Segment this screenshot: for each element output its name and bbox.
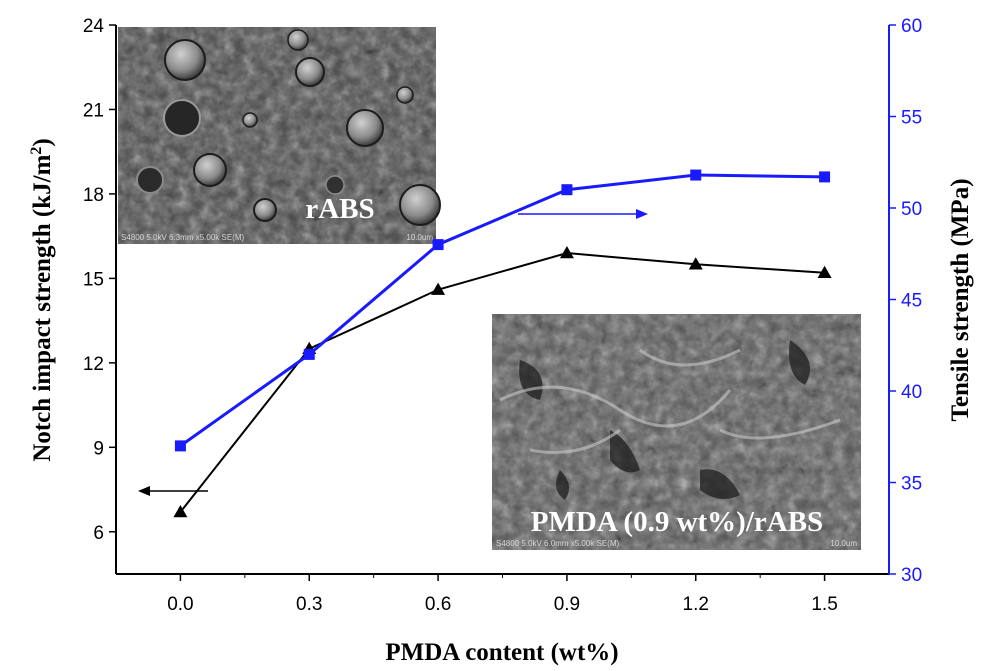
data-point-triangle [559, 246, 574, 259]
y-right-ticks: 30 35 40 45 50 55 60 [889, 16, 922, 586]
inset-scale-text-pmda-rabs: S4800 5.0kV 6.0mm x5.00k SE(M) [496, 539, 620, 548]
y-left-axis-title-close: ) [29, 138, 56, 146]
series-line-left [179, 252, 825, 513]
data-point-triangle [688, 257, 703, 270]
x-tick-label: 0.9 [554, 594, 580, 615]
data-point-square [303, 348, 315, 360]
data-point-triangle [173, 505, 188, 518]
sem-ridges [499, 348, 841, 454]
inset-scale-bar-rabs: 10.0um [406, 233, 433, 242]
inset-caption-rabs: rABS [305, 193, 374, 225]
y-right-tick-label: 55 [901, 108, 922, 129]
y-left-axis-title-superscript: 2 [28, 147, 45, 155]
y-left-tick-label: 15 [83, 269, 104, 290]
y-right-tick-label: 40 [901, 382, 922, 403]
y-left-axis-title: Notch impact strength (kJ/m2) [28, 138, 56, 461]
data-point-triangle [817, 265, 832, 279]
x-tick-label: 1.2 [683, 594, 709, 615]
sem-particles [136, 29, 441, 226]
y-left-tick-label: 18 [83, 185, 104, 206]
sem-fracture-features [519, 340, 810, 500]
data-point-square [432, 239, 444, 251]
inset-caption-pmda-rabs: PMDA (0.9 wt%)/rABS [531, 506, 823, 538]
y-left-tick-label: 12 [83, 354, 104, 375]
y-right-tick-label: 60 [901, 16, 922, 37]
y-right-tick-label: 50 [901, 199, 922, 220]
x-ticks: 0.0 0.3 0.6 0.9 1.2 1.5 [167, 574, 838, 615]
y-left-axis-title-text: Notch impact strength (kJ/m [29, 154, 56, 461]
right-axis-indicator-arrow [518, 209, 648, 219]
y-right-tick-label: 45 [901, 291, 922, 312]
data-point-triangle [431, 282, 446, 295]
sem-inset-rabs: rABS S4800 5.0kV 6.3mm x5.00k SE(M) 10.0… [118, 27, 441, 244]
data-point-square [561, 184, 573, 196]
data-point-square [690, 169, 702, 181]
y-left-tick-label: 24 [83, 16, 105, 37]
x-tick-label: 1.5 [811, 594, 837, 615]
y-left-tick-label: 9 [93, 438, 104, 459]
inset-scale-text-rabs: S4800 5.0kV 6.3mm x5.00k SE(M) [121, 233, 245, 242]
y-right-tick-label: 30 [901, 565, 922, 586]
y-right-axis-title: Tensile strength (MPa) [947, 178, 974, 421]
data-point-square [174, 440, 186, 452]
inset-scale-bar-pmda-rabs: 10.0um [830, 539, 857, 548]
x-tick-label: 0.0 [167, 594, 193, 615]
series-layer [173, 169, 832, 518]
y-left-tick-label: 21 [83, 100, 104, 121]
series-line-right [179, 173, 825, 448]
y-right-tick-label: 35 [901, 474, 922, 495]
y-left-ticks: 6 9 12 15 18 21 24 [83, 16, 116, 544]
sem-inset-pmda-rabs: PMDA (0.9 wt%)/rABS S4800 5.0kV 6.0mm x5… [492, 314, 861, 550]
data-point-square [819, 171, 831, 183]
x-tick-label: 0.3 [296, 594, 322, 615]
x-axis-title: PMDA content (wt%) [385, 639, 618, 666]
y-left-tick-label: 6 [93, 523, 104, 544]
x-tick-label: 0.6 [425, 594, 451, 615]
